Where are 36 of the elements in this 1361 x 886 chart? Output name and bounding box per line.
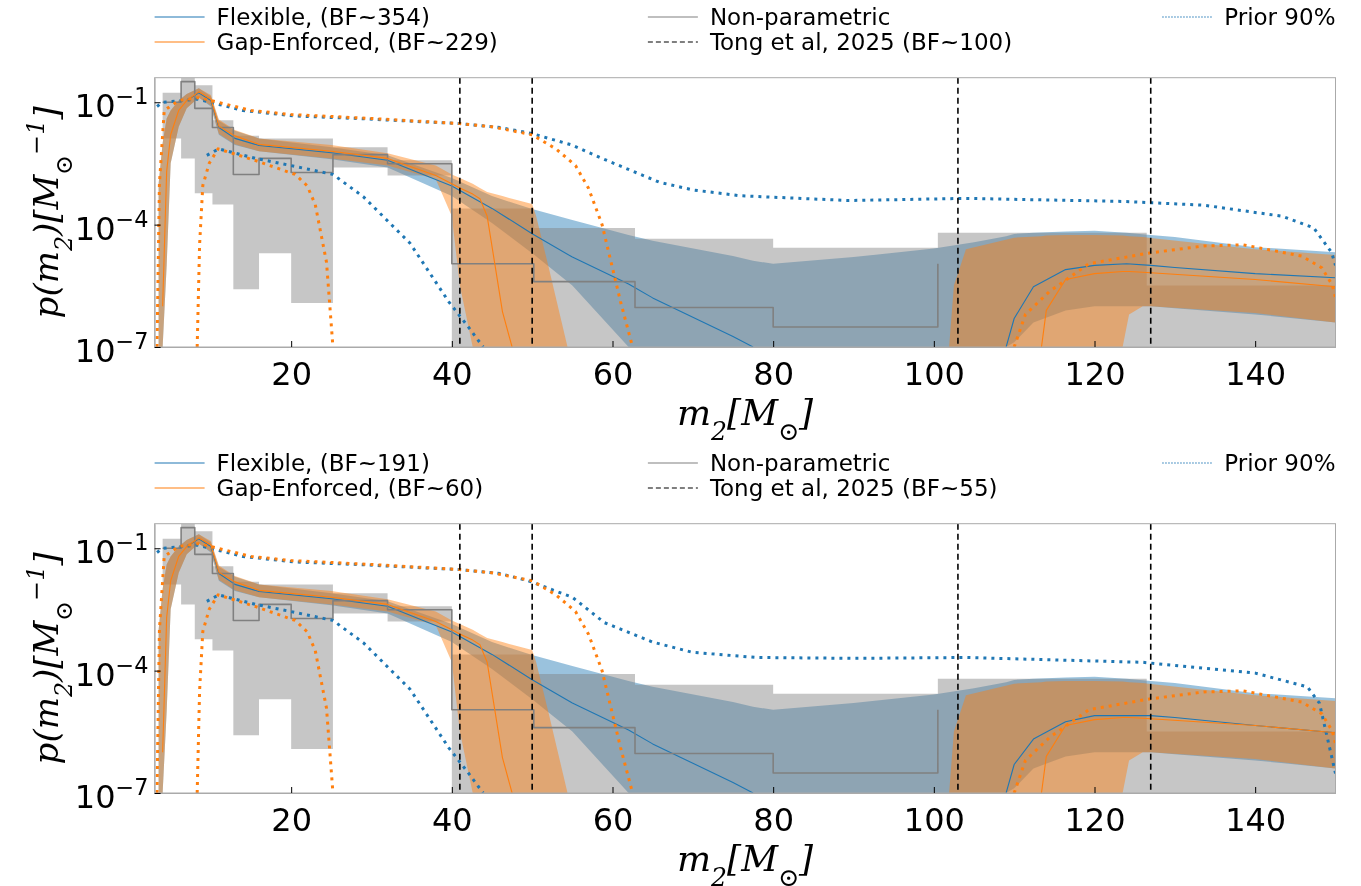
legend-label: Flexible, (BF~354) [216,4,430,31]
legend-label: Non-parametric [709,450,891,477]
x-tick-label: 60 [592,801,634,839]
x-tick-label: 100 [903,355,965,393]
legend-label: Flexible, (BF~191) [216,450,430,477]
legend-label: Tong et al, 2025 (BF~100) [708,29,1013,56]
x-tick-label: 80 [753,801,795,839]
legend-label: Prior 90% [1224,4,1336,31]
line-series [205,593,485,793]
y-tick-label: 10$^{−4}$ [74,651,149,694]
x-tick-label: 140 [1225,801,1287,839]
y-tick-label: 10$^{−7}$ [74,773,149,816]
x-tick-label: 80 [753,355,795,393]
line-series [195,593,335,793]
y-tick-label: 10$^{−4}$ [74,205,149,248]
legend-label: Prior 90% [1224,450,1336,477]
x-axis-title: m$_{2}$[M$_{⊙}$] [676,838,815,886]
y-tick-label: 10$^{−1}$ [74,529,149,572]
x-tick-label: 40 [431,801,473,839]
legend-label: Gap-Enforced, (BF~229) [216,29,498,56]
x-tick-label: 120 [1064,355,1126,393]
legend-label: Gap-Enforced, (BF~60) [216,475,484,502]
x-axis-title: m$_{2}$[M$_{⊙}$] [676,392,815,446]
line-series [195,147,335,347]
legend-label: Tong et al, 2025 (BF~55) [708,475,998,502]
y-tick-label: 10$^{−1}$ [74,83,149,126]
legend-label: Non-parametric [709,4,891,31]
x-tick-label: 120 [1064,801,1126,839]
x-tick-label: 140 [1225,355,1287,393]
line-series [205,147,485,347]
x-tick-label: 40 [431,355,473,393]
x-tick-label: 20 [271,801,313,839]
x-tick-label: 20 [271,355,313,393]
x-tick-label: 60 [592,355,634,393]
x-tick-label: 100 [903,801,965,839]
y-tick-label: 10$^{−7}$ [74,327,149,370]
